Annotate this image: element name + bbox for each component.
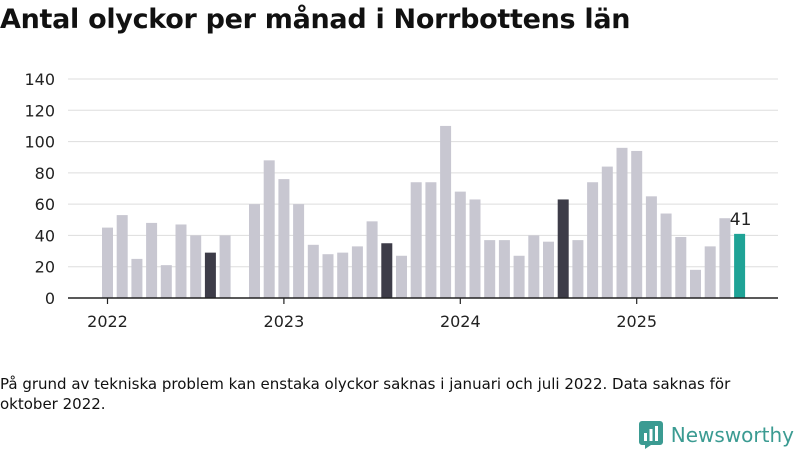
- bar: [116, 215, 128, 298]
- bar: [440, 125, 452, 298]
- bar: [587, 182, 599, 298]
- y-tick-label: 20: [35, 258, 55, 277]
- bar-highlight: [557, 199, 569, 298]
- bar: [293, 204, 305, 298]
- x-tick-label: 2024: [440, 312, 481, 331]
- x-tick-label: 2022: [87, 312, 128, 331]
- bar-highlight: [381, 243, 393, 298]
- y-tick-label: 60: [35, 195, 55, 214]
- bar: [601, 166, 613, 298]
- y-tick-label: 80: [35, 164, 55, 183]
- bar: [219, 235, 231, 298]
- data-labels: 41: [730, 210, 752, 230]
- y-tick-label: 120: [24, 101, 55, 120]
- bar: [366, 221, 378, 298]
- bar: [660, 213, 672, 298]
- newsworthy-logo: Newsworthy: [638, 420, 794, 450]
- bar: [160, 265, 172, 298]
- bar: [278, 179, 290, 298]
- x-tick-label: 2025: [616, 312, 657, 331]
- bar: [410, 182, 422, 298]
- bar: [513, 255, 525, 298]
- bar: [322, 254, 334, 298]
- bar: [263, 160, 275, 298]
- bar: [675, 236, 687, 298]
- x-tick-label: 2023: [264, 312, 305, 331]
- bar-latest: [734, 233, 746, 298]
- bar: [351, 246, 363, 298]
- bar: [484, 240, 496, 298]
- bar: [425, 182, 437, 298]
- bar: [249, 204, 260, 298]
- bar: [631, 150, 643, 298]
- bar: [645, 196, 657, 298]
- bar: [454, 191, 466, 298]
- bar: [704, 246, 716, 298]
- bar: [131, 258, 143, 298]
- bar: [572, 240, 584, 298]
- y-tick-label: 40: [35, 226, 55, 245]
- bar-chart: 0 20 40 60 80 100 120 140 41 2022 2023 2024 2025: [24, 70, 778, 331]
- bar: [102, 227, 113, 298]
- y-tick-label: 140: [24, 70, 55, 89]
- bar: [690, 269, 701, 298]
- bar: [396, 255, 407, 298]
- y-tick-label: 100: [24, 133, 55, 152]
- y-axis-tick-labels: 0 20 40 60 80 100 120 140: [24, 70, 55, 308]
- footnote: På grund av tekniska problem kan enstaka…: [0, 375, 731, 413]
- y-tick-label: 0: [45, 289, 55, 308]
- bar: [307, 244, 319, 298]
- bar: [469, 199, 481, 298]
- bar: [175, 224, 187, 298]
- bar-highlight: [204, 252, 216, 298]
- bar: [719, 218, 731, 298]
- latest-value-label: 41: [730, 210, 752, 230]
- bar: [616, 147, 628, 298]
- bar: [337, 252, 349, 298]
- bar: [146, 222, 158, 298]
- x-axis: 2022 2023 2024 2025: [68, 297, 778, 331]
- bar: [498, 240, 510, 298]
- newsworthy-logo-icon: [638, 421, 663, 449]
- bar: [190, 235, 202, 298]
- bar: [528, 235, 540, 298]
- bars: [102, 125, 746, 298]
- bar: [543, 241, 554, 298]
- brand-name: Newsworthy: [670, 423, 794, 447]
- chart-title: Antal olyckor per månad i Norrbottens lä…: [0, 4, 631, 35]
